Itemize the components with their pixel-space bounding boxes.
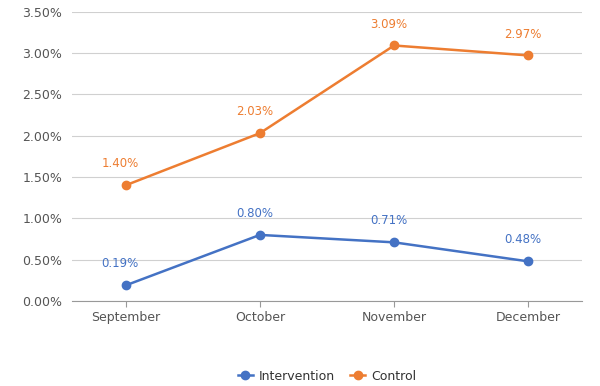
Intervention — [525, 259, 532, 264]
Line: Control: Control — [122, 41, 532, 190]
Text: 0.48%: 0.48% — [505, 234, 542, 247]
Intervention — [122, 283, 129, 288]
Control — [525, 53, 532, 58]
Text: 0.19%: 0.19% — [101, 257, 139, 271]
Text: 0.71%: 0.71% — [370, 215, 407, 227]
Legend: Intervention, Control: Intervention, Control — [233, 365, 421, 386]
Text: 2.03%: 2.03% — [236, 105, 273, 118]
Intervention — [391, 240, 398, 245]
Text: 3.09%: 3.09% — [370, 18, 407, 30]
Intervention — [256, 233, 263, 237]
Text: 0.80%: 0.80% — [236, 207, 273, 220]
Control — [391, 43, 398, 48]
Text: 2.97%: 2.97% — [504, 27, 542, 41]
Control — [122, 183, 129, 188]
Control — [256, 131, 263, 135]
Text: 1.40%: 1.40% — [101, 157, 139, 170]
Line: Intervention: Intervention — [122, 231, 532, 290]
